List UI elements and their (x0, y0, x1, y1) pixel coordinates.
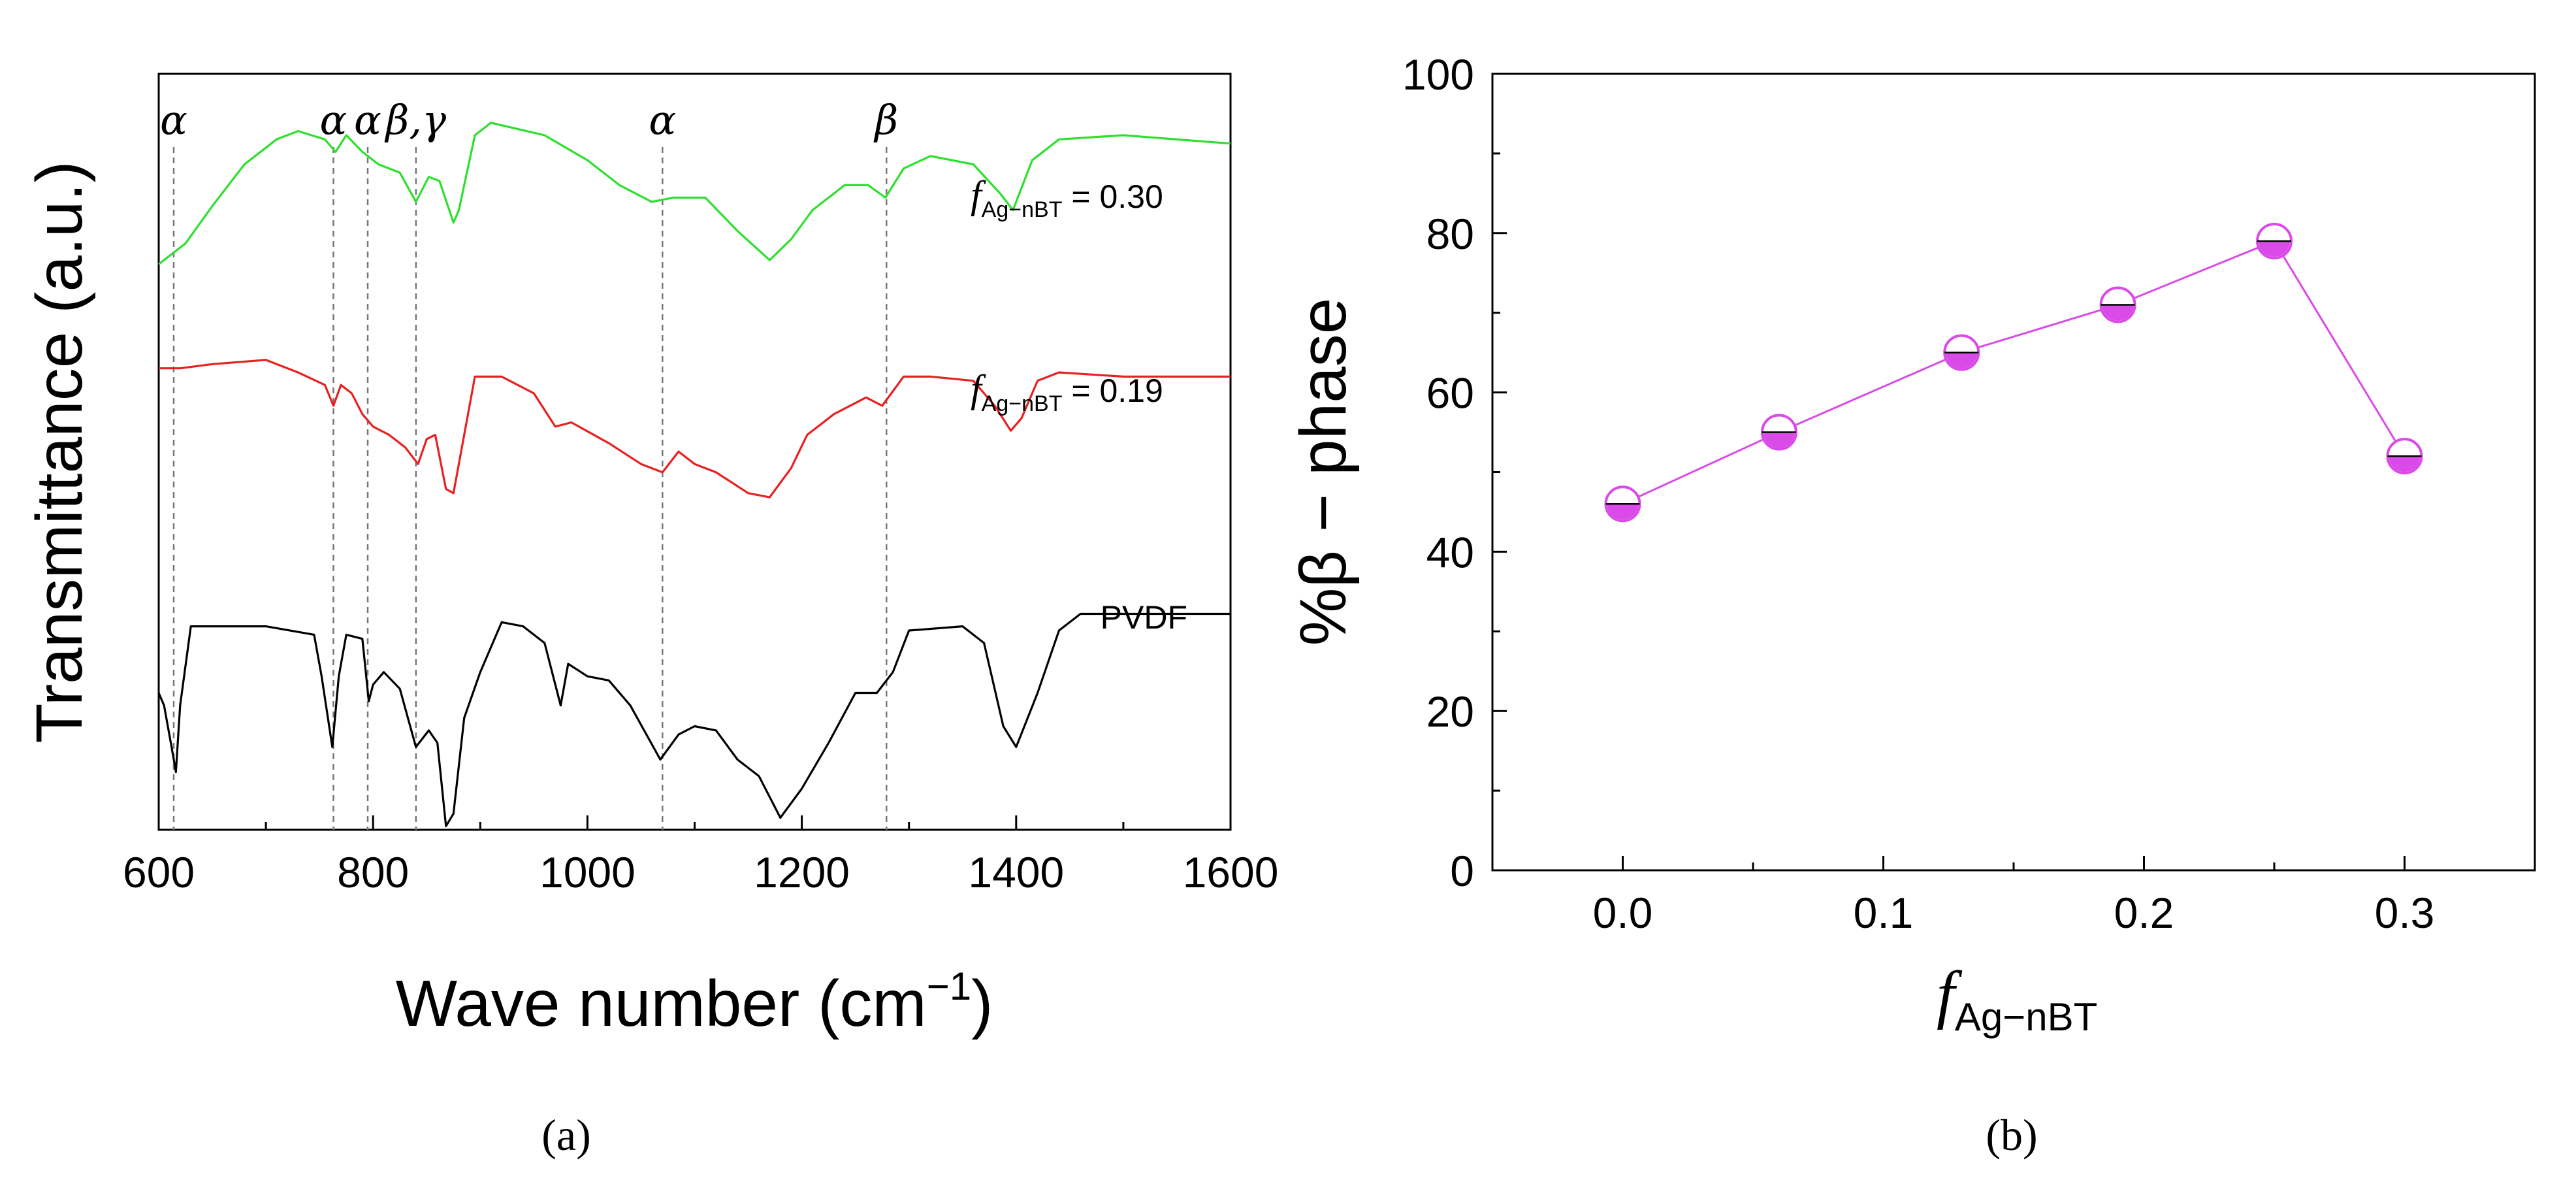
peak-label: α (649, 96, 676, 144)
spectrum-line-1 (159, 359, 1231, 499)
panel-a-x-tick-label: 600 (123, 848, 195, 896)
panel-b-x-tick-label: 0.3 (2375, 889, 2435, 937)
panel-a-x-ticks: 600 800 1000 1200 1400 1600 (123, 815, 1278, 896)
panel-b-y-tick-label: 20 (1426, 687, 1474, 736)
panel-b-y-tick-label: 100 (1402, 50, 1474, 99)
panel-b-y-tick-label: 0 (1450, 847, 1474, 895)
panel-b-beta-phase-chart: 0 20 40 60 80 100 0.0 0.1 0.2 0.3 %β − phase fAg−… (1287, 50, 2536, 1160)
panel-b-series-line (1622, 240, 2406, 505)
peak-label: α (160, 96, 187, 144)
spectrum-line-2 (158, 122, 1231, 265)
panel-a-x-tick-label: 1000 (539, 848, 636, 896)
data-point (1604, 485, 1641, 523)
panel-a-y-axis-label: Transmittance (a.u.) (23, 161, 96, 743)
panel-a-caption: (a) (541, 1110, 590, 1160)
peak-label: α (320, 96, 347, 144)
panel-b-caption: (b) (1986, 1110, 2037, 1160)
panel-b-x-tick-label: 0.0 (1593, 889, 1653, 937)
panel-a-x-axis-label: Wave number (cm−1) (396, 964, 993, 1040)
data-point (2386, 438, 2423, 475)
panel-b-y-tick-label: 80 (1426, 210, 1474, 258)
series-label-pvdf: PVDF (1101, 599, 1187, 636)
data-point (1943, 334, 1980, 371)
peak-label: β,γ (385, 96, 447, 144)
panel-a-x-tick-label: 1200 (754, 848, 850, 896)
panel-a-peak-guides: α α α β,γ α β (160, 96, 898, 830)
panel-b-y-axis-label: %β − phase (1287, 298, 1360, 646)
panel-b-y-tick-label: 40 (1426, 528, 1474, 576)
panel-b-x-axis-label: fAg−nBT (1937, 958, 2097, 1039)
beta-phase-line (1622, 240, 2406, 505)
data-point (1760, 414, 1797, 451)
panel-b-plot-frame (1491, 73, 2536, 872)
data-point (2099, 286, 2136, 323)
series-label-f019: fAg−nBT = 0.19 (971, 367, 1163, 416)
panel-b-x-tick-label: 0.2 (2114, 889, 2174, 937)
panel-b-data-points (1604, 222, 2423, 523)
spectrum-line-0 (157, 612, 1231, 827)
panel-a-x-tick-label: 800 (337, 848, 409, 896)
panel-b-y-tick-label: 60 (1426, 369, 1474, 418)
data-point (2256, 222, 2293, 259)
panel-b-ticks: 0 20 40 60 80 100 0.0 0.1 0.2 0.3 (1402, 50, 2536, 937)
panel-a-series-lines (157, 122, 1231, 827)
panel-b-x-tick-label: 0.1 (1854, 889, 1914, 937)
panel-a-x-tick-label: 1400 (968, 848, 1064, 896)
series-label-f030: fAg−nBT = 0.30 (971, 173, 1163, 222)
panel-a-x-tick-label: 1600 (1183, 848, 1279, 896)
panel-a-ftir-chart: α α α β,γ α β 600 800 1000 1200 1400 1600 PVDFfAg−… (23, 73, 1278, 1160)
peak-label: α (354, 96, 381, 144)
peak-label: β (873, 96, 898, 144)
panel-a-series-labels: PVDF fAg−nBT = 0.19 fAg−nBT = 0.30 (971, 173, 1187, 636)
